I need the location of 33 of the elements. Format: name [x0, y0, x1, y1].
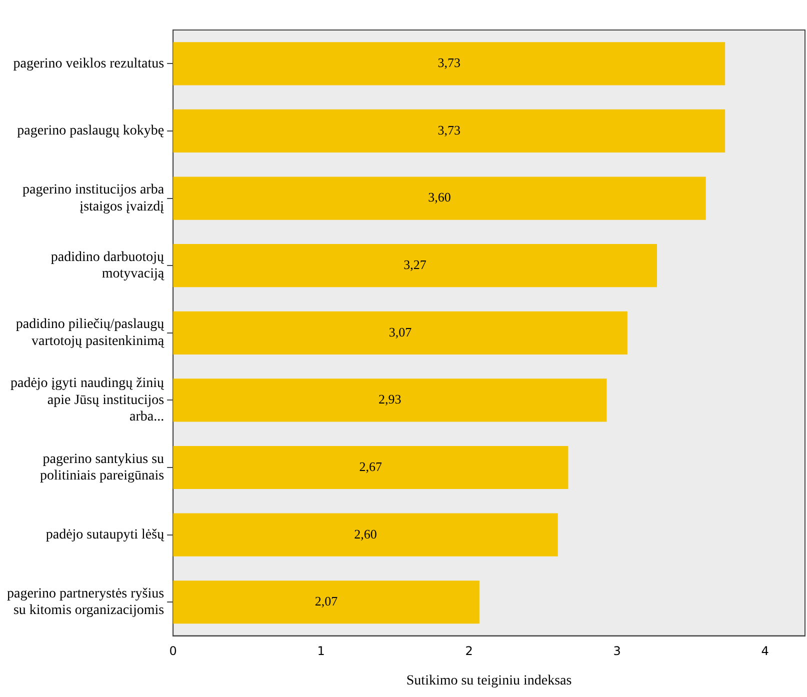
x-tick-label: 4	[761, 644, 769, 658]
x-tick-label: 1	[317, 644, 325, 658]
data-label: 3,07	[388, 324, 412, 340]
data-label: 2,67	[359, 458, 383, 474]
y-tick-label: padidino darbuotojų motyvaciją	[50, 250, 165, 282]
data-label: 2,07	[314, 594, 338, 609]
bar	[173, 311, 628, 354]
y-tick-label: pagerino paslaugų kokybę	[17, 124, 164, 139]
bar	[173, 109, 726, 153]
x-tick-label: 0	[169, 644, 177, 658]
data-label: 3,27	[404, 257, 427, 272]
y-tick-label: pagerino partnerystės ryšius su kitomis organizacijomis	[6, 586, 164, 618]
y-tick-label: padėjo sutaupyti lėšų	[46, 528, 164, 543]
bar	[173, 176, 706, 220]
data-label: 3,73	[438, 122, 460, 138]
x-tick-label: 2	[465, 644, 473, 658]
x-axis-title: Sutikimo su teiginiu indeksas	[406, 673, 572, 688]
bar	[173, 244, 658, 288]
data-label: 2,93	[378, 392, 402, 407]
y-tick-label: padėjo įgyti naudingų žinių apie Jūsų institucijos arba...	[10, 376, 164, 425]
data-label: 2,60	[354, 526, 377, 542]
y-tick-label: pagerino veiklos rezultatus	[13, 56, 164, 72]
bar	[173, 580, 480, 624]
data-label: 3,60	[428, 190, 451, 205]
y-tick-label: pagerino institucijos arba įstaigos įvaizdį	[22, 182, 165, 214]
bar	[173, 446, 568, 490]
x-tick-label: 3	[613, 644, 621, 658]
bar	[173, 378, 607, 422]
y-tick-label: pagerino santykius su politiniais pareigūnais	[40, 452, 164, 484]
y-tick-label: padidino piliečių/paslaugų vartotojų pasitenkinimą	[16, 317, 165, 349]
bar	[173, 42, 726, 86]
bar	[173, 513, 558, 556]
data-label: 3,73	[438, 55, 460, 70]
